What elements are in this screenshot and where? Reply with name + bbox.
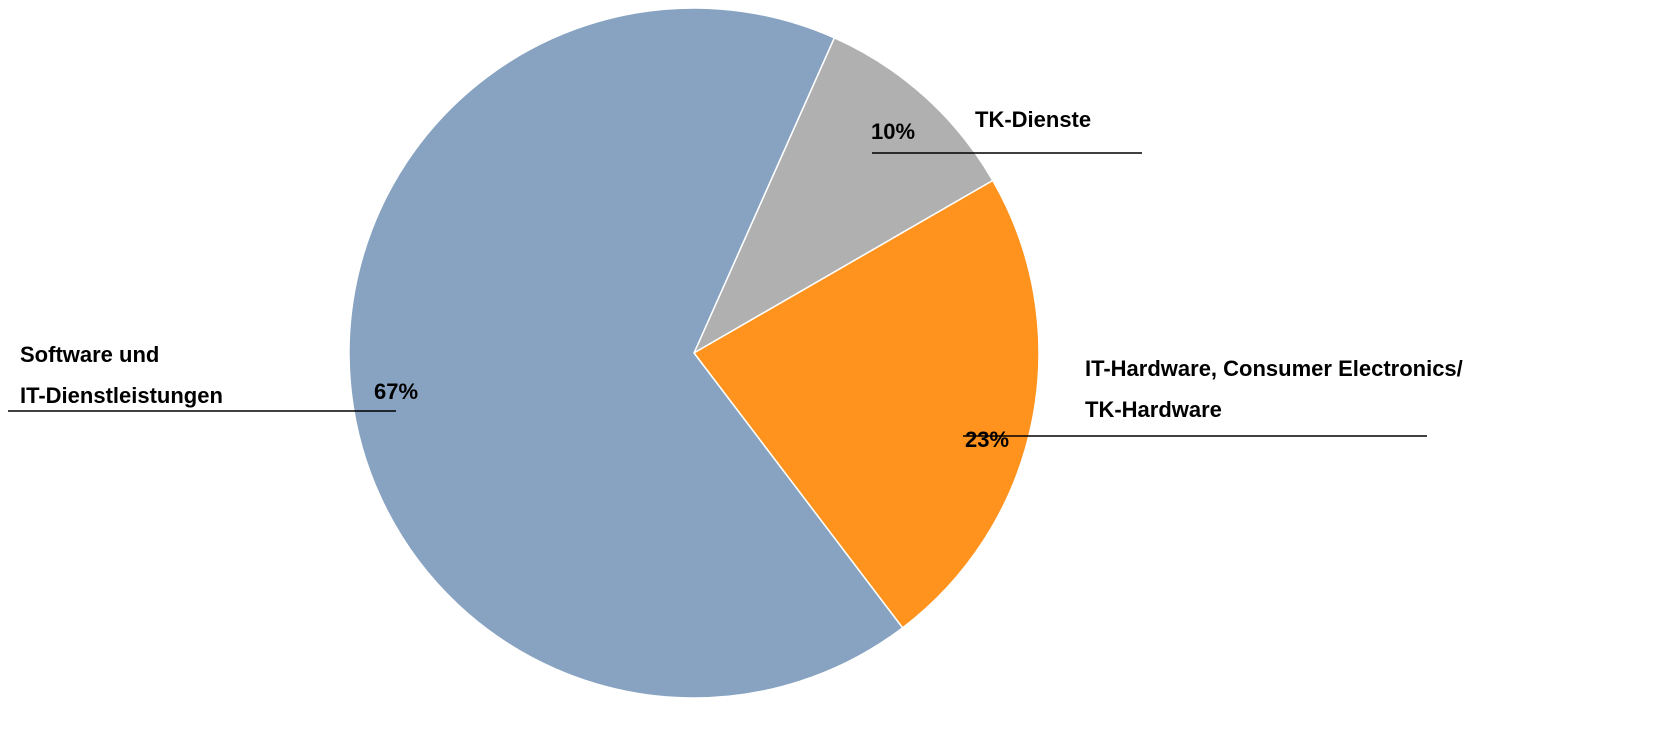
value-label: 10% xyxy=(871,119,915,144)
pie-slice xyxy=(692,179,1040,629)
category-label-line: TK-Hardware xyxy=(1085,397,1222,422)
category-label-line: IT-Hardware, Consumer Electronics/ xyxy=(1085,356,1463,381)
category-label: IT-Hardware, Consumer Electronics/TK-Har… xyxy=(1085,356,1463,422)
pie-slice xyxy=(692,36,994,355)
value-label: 23% xyxy=(965,427,1009,452)
value-label: 67% xyxy=(374,379,418,404)
category-label-line: Software und xyxy=(20,342,159,367)
category-label: Software und IT-Dienstleistungen xyxy=(20,342,223,408)
category-label: TK-Dienste xyxy=(975,107,1091,132)
pie-slice xyxy=(348,7,904,699)
category-label-line: IT-Dienstleistungen xyxy=(20,383,223,408)
category-label-line: TK-Dienste xyxy=(975,107,1091,132)
